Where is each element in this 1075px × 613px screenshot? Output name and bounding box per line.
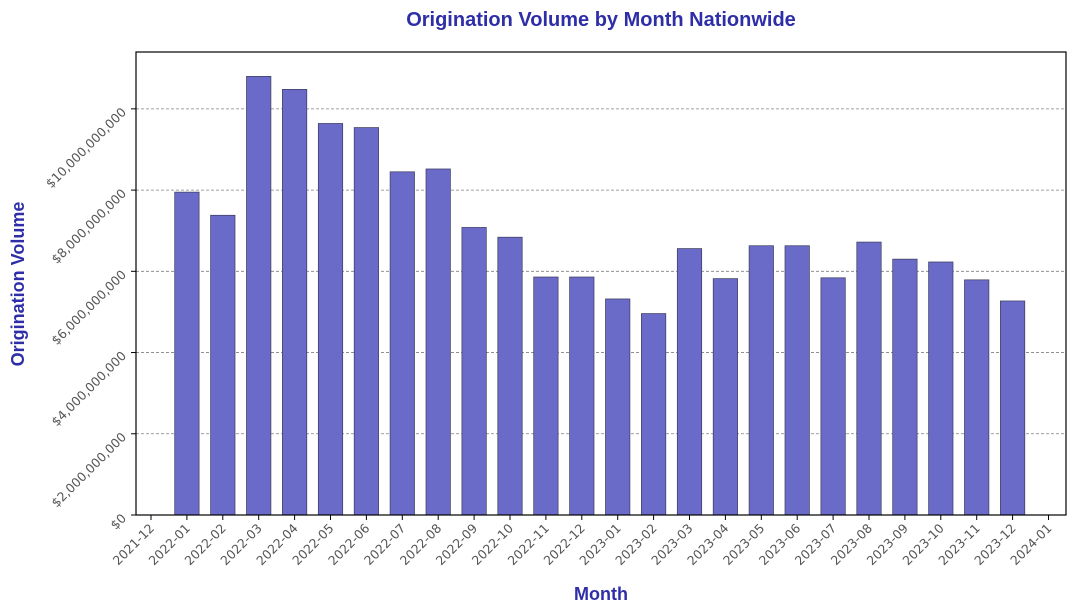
bar bbox=[569, 276, 595, 516]
bar bbox=[353, 127, 379, 516]
bar bbox=[497, 236, 523, 516]
bar bbox=[676, 248, 703, 516]
bar bbox=[712, 278, 738, 516]
bar bbox=[174, 191, 200, 516]
bar bbox=[533, 276, 559, 516]
bar bbox=[820, 277, 846, 516]
plot-frame bbox=[135, 51, 1067, 516]
bar bbox=[784, 245, 810, 516]
bar bbox=[210, 214, 236, 516]
bar bbox=[928, 261, 954, 516]
bar bbox=[748, 245, 774, 516]
bar bbox=[605, 298, 631, 516]
bar bbox=[282, 89, 308, 516]
bar bbox=[964, 279, 990, 516]
bar bbox=[1000, 300, 1026, 516]
bars bbox=[174, 76, 1026, 516]
bar bbox=[641, 313, 667, 516]
bar bbox=[246, 76, 272, 516]
x-axis-title: Month bbox=[574, 584, 628, 604]
bar bbox=[461, 227, 487, 516]
bar bbox=[425, 168, 451, 516]
bar bbox=[389, 171, 415, 516]
y-axis-title: Origination Volume bbox=[8, 202, 28, 367]
bar bbox=[317, 123, 344, 516]
bar bbox=[856, 241, 882, 516]
bar bbox=[892, 258, 918, 516]
chart-title: Origination Volume by Month Nationwide bbox=[406, 9, 796, 31]
